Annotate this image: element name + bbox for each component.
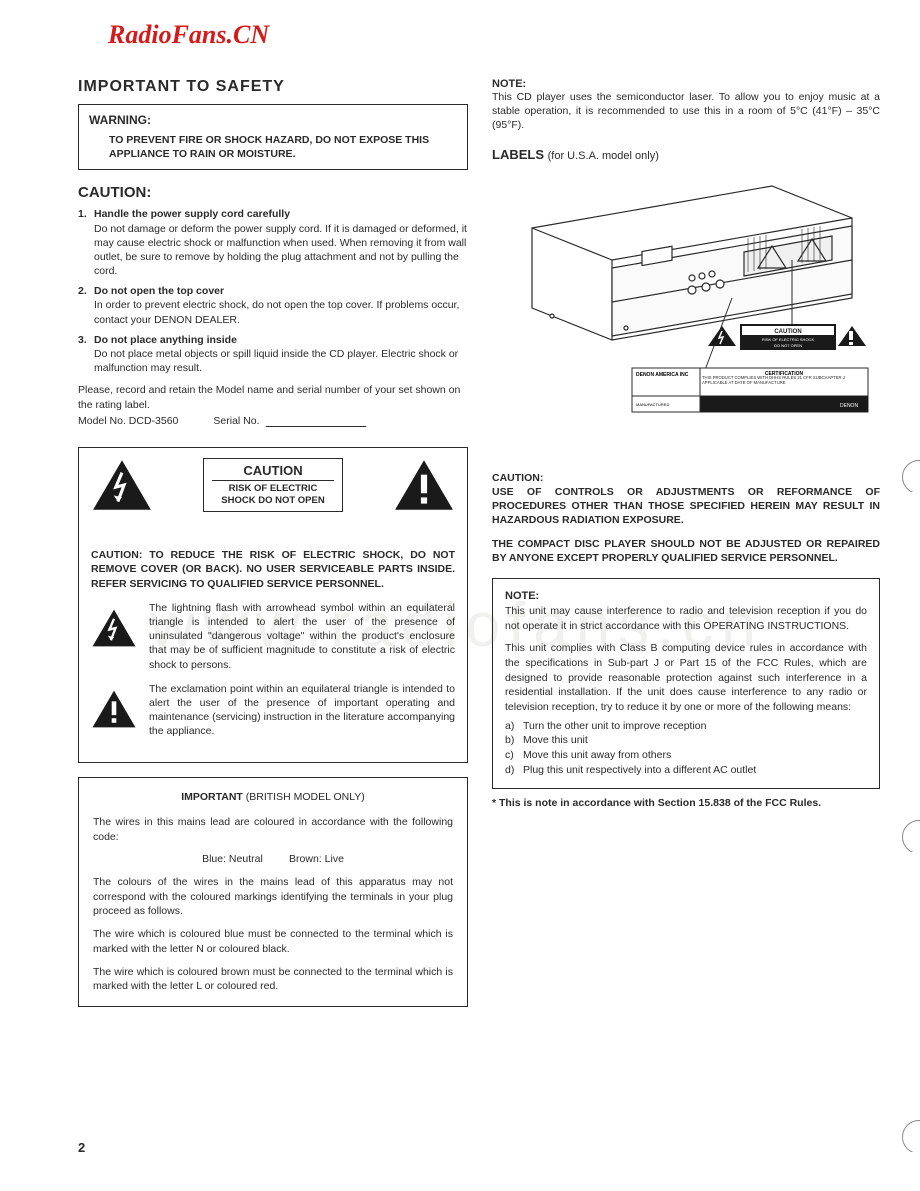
lightning-triangle-icon [91,458,153,512]
item-number: 1. [78,207,87,221]
caution-heading: CAUTION: [78,184,468,201]
note-body: This CD player uses the semiconductor la… [492,90,880,133]
fcc-p1: This unit may cause interference to radi… [505,604,867,633]
caution-item: 2. Do not open the top cover In order to… [78,284,468,327]
fcc-p2: This unit complies with Class B computin… [505,641,867,714]
svg-text:MANUFACTURED: MANUFACTURED [636,402,669,407]
exclamation-triangle-icon [91,688,137,730]
item-title: Do not open the top cover [94,284,468,298]
page-content: IMPORTANT TO SAFETY WARNING: TO PREVENT … [78,78,880,1007]
model-number: Model No. DCD-3560 [78,415,178,427]
fcc-list-item: b)Move this unit [505,733,867,748]
british-title-bold: IMPORTANT [181,791,243,803]
exclamation-triangle-icon [393,458,455,512]
item-body: In order to prevent electric shock, do n… [94,299,459,325]
svg-text:CAUTION: CAUTION [774,329,801,335]
caution-right-body: USE OF CONTROLS OR ADJUSTMENTS OR REFORM… [492,486,880,526]
british-model-box: IMPORTANT (BRITISH MODEL ONLY) The wires… [78,777,468,1007]
warning-box: WARNING: TO PREVENT FIRE OR SHOCK HAZARD… [78,104,468,170]
note-title: NOTE: [492,78,880,90]
repair-note: THE COMPACT DISC PLAYER SHOULD NOT BE AD… [492,537,880,565]
caution-center-title: CAUTION [212,463,334,481]
svg-text:DENON: DENON [840,403,858,409]
caution-triangle-box: CAUTION RISK OF ELECTRIC SHOCK DO NOT OP… [78,447,468,764]
lightning-explanation-row: The lightning flash with arrowhead symbo… [91,601,455,672]
item-body: Do not place metal objects or spill liqu… [94,348,458,374]
wire-brown: Brown: Live [289,853,344,865]
british-p4: The wire which is coloured brown must be… [93,965,453,994]
british-title-rest: (BRITISH MODEL ONLY) [243,791,365,803]
svg-text:DENON AMERICA INC: DENON AMERICA INC [636,372,689,378]
british-p3: The wire which is coloured blue must be … [93,927,453,956]
binder-hole-icon [892,460,920,492]
british-title: IMPORTANT (BRITISH MODEL ONLY) [93,790,453,805]
record-note: Please, record and retain the Model name… [78,383,468,412]
binder-hole-icon [892,1120,920,1152]
fcc-box: NOTE: This unit may cause interference t… [492,578,880,789]
lightning-explanation-text: The lightning flash with arrowhead symbo… [149,601,455,672]
caution-right: CAUTION: USE OF CONTROLS OR ADJUSTMENTS … [492,471,880,528]
labels-subheading: (for U.S.A. model only) [548,150,659,162]
fcc-list-item: a)Turn the other unit to improve recepti… [505,719,867,734]
exclamation-explanation-row: The exclamation point within an equilate… [91,682,455,739]
fcc-list-item: d)Plug this unit respectively into a dif… [505,763,867,778]
fcc-footer: * This is note in accordance with Sectio… [492,797,880,809]
page-number: 2 [78,1140,85,1155]
caution-center-box: CAUTION RISK OF ELECTRIC SHOCK DO NOT OP… [203,458,343,513]
model-serial-line: Model No. DCD-3560 Serial No. [78,415,468,427]
safety-heading: IMPORTANT TO SAFETY [78,78,468,96]
wire-blue: Blue: Neutral [202,853,263,865]
svg-text:RISK OF ELECTRIC SHOCK: RISK OF ELECTRIC SHOCK [762,337,815,342]
lightning-triangle-icon [91,607,137,649]
item-body: Do not damage or deform the power supply… [94,223,467,278]
item-number: 2. [78,284,87,298]
caution-list: 1. Handle the power supply cord carefull… [78,207,468,375]
caution-item: 1. Handle the power supply cord carefull… [78,207,468,278]
binder-hole-icon [892,820,920,852]
exclamation-explanation-text: The exclamation point within an equilate… [149,682,455,739]
right-column: NOTE: This CD player uses the semiconduc… [492,78,880,1007]
wire-code-line: Blue: Neutral Brown: Live [93,852,453,867]
fcc-list: a)Turn the other unit to improve recepti… [505,719,867,778]
serial-label: Serial No. [213,415,259,427]
caution-right-title: CAUTION: [492,471,880,485]
british-p1: The wires in this mains lead are coloure… [93,815,453,844]
item-number: 3. [78,333,87,347]
watermark-logo: RadioFans.CN [108,20,880,50]
serial-blank [266,426,366,427]
triangle-row: CAUTION RISK OF ELECTRIC SHOCK DO NOT OP… [91,458,455,513]
left-column: IMPORTANT TO SAFETY WARNING: TO PREVENT … [78,78,468,1007]
labels-heading: LABELS (for U.S.A. model only) [492,147,880,162]
device-diagram: CAUTION RISK OF ELECTRIC SHOCK DO NOT OP… [492,168,880,458]
british-p2: The colours of the wires in the mains le… [93,875,453,919]
caution-bold-paragraph: CAUTION: TO REDUCE THE RISK OF ELECTRIC … [91,548,455,591]
warning-body: TO PREVENT FIRE OR SHOCK HAZARD, DO NOT … [89,133,457,161]
fcc-list-item: c)Move this unit away from others [505,748,867,763]
fcc-note-title: NOTE: [505,589,867,604]
caution-center-body: RISK OF ELECTRIC SHOCK DO NOT OPEN [212,483,334,508]
item-title: Do not place anything inside [94,333,468,347]
svg-text:DO NOT OPEN: DO NOT OPEN [774,343,802,348]
warning-title: WARNING: [89,113,457,127]
item-title: Handle the power supply cord carefully [94,207,468,221]
caution-item: 3. Do not place anything inside Do not p… [78,333,468,376]
labels-heading-text: LABELS [492,147,544,162]
